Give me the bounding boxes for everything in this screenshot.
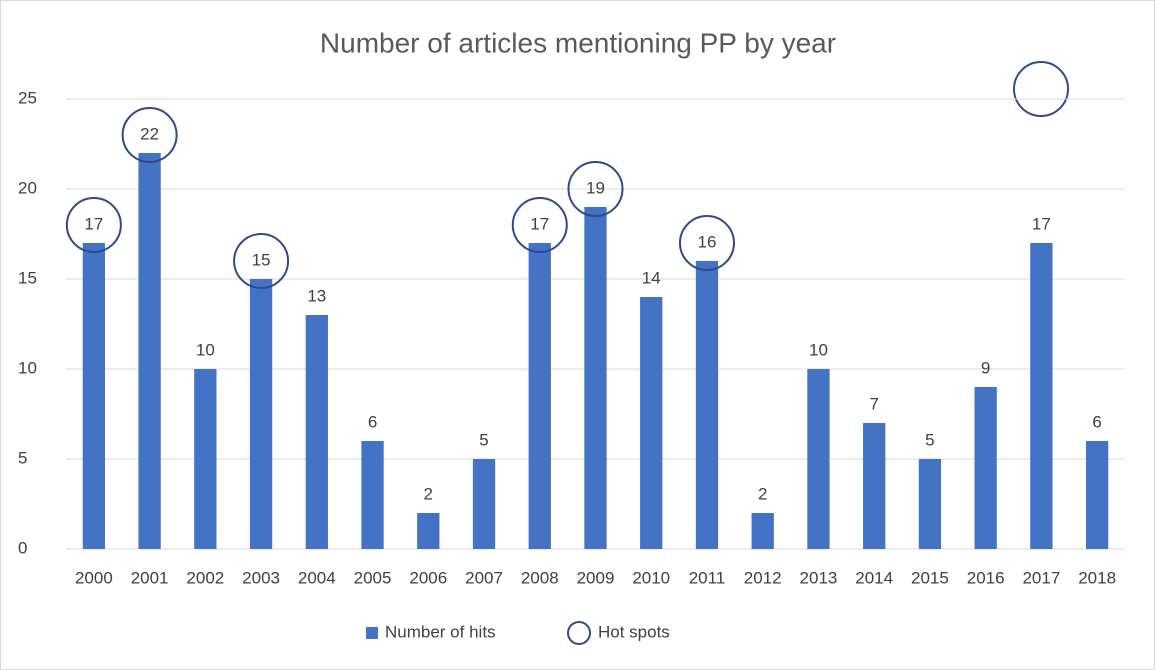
x-tick-label: 2005 xyxy=(354,568,392,587)
x-tick-label: 2015 xyxy=(911,568,949,587)
bar xyxy=(138,153,161,549)
data-label: 2 xyxy=(758,484,767,503)
y-tick-label: 15 xyxy=(18,268,37,287)
data-label: 19 xyxy=(586,178,605,197)
y-tick-label: 25 xyxy=(18,88,37,107)
bar xyxy=(1085,441,1109,549)
x-tick-label: 2014 xyxy=(855,568,893,587)
decorative-circle xyxy=(1013,61,1069,117)
data-label: 17 xyxy=(84,214,103,233)
hot-spot xyxy=(567,161,624,217)
x-tick-label: 2013 xyxy=(800,568,838,587)
x-tick-label: 2016 xyxy=(967,568,1005,587)
legend-swatch xyxy=(567,621,591,645)
bar xyxy=(194,369,217,549)
bar xyxy=(528,243,551,549)
data-label: 17 xyxy=(1032,214,1051,233)
data-label: 15 xyxy=(252,250,271,269)
data-label: 13 xyxy=(307,286,326,305)
bar xyxy=(695,261,719,549)
x-tick-label: 2010 xyxy=(632,568,670,587)
y-tick-label: 5 xyxy=(18,448,27,467)
bar xyxy=(974,387,997,549)
x-tick-label: 2006 xyxy=(409,568,447,587)
y-tick-label: 20 xyxy=(18,178,37,197)
bar xyxy=(918,459,942,549)
y-tick-label: 0 xyxy=(18,538,27,557)
x-tick-label: 2007 xyxy=(465,568,503,587)
x-tick-label: 2009 xyxy=(577,568,615,587)
data-label: 22 xyxy=(140,124,159,143)
x-tick-label: 2011 xyxy=(689,568,726,587)
data-label: 7 xyxy=(869,394,878,413)
legend-label: Hot spots xyxy=(598,622,670,641)
bar xyxy=(584,207,607,549)
x-tick-label: 2018 xyxy=(1078,568,1116,587)
hot-spot xyxy=(678,215,735,271)
hot-spot xyxy=(121,107,178,163)
data-label: 2 xyxy=(424,484,433,503)
bar xyxy=(751,513,774,549)
hot-spot xyxy=(65,197,122,253)
data-label: 14 xyxy=(642,268,661,287)
data-label: 17 xyxy=(530,214,549,233)
legend-swatch xyxy=(366,627,378,639)
chart-title: Number of articles mentioning PP by year xyxy=(320,27,836,58)
x-tick-label: 2000 xyxy=(75,568,113,587)
data-label: 5 xyxy=(479,430,488,449)
data-label: 10 xyxy=(196,340,215,359)
bar xyxy=(807,369,830,549)
data-label: 6 xyxy=(368,412,377,431)
x-tick-label: 2004 xyxy=(298,568,336,587)
data-label: 16 xyxy=(698,232,717,251)
bar xyxy=(417,513,440,549)
hot-spot xyxy=(511,197,568,253)
x-tick-label: 2017 xyxy=(1022,568,1060,587)
bar xyxy=(249,279,273,549)
bar xyxy=(361,441,384,549)
bar xyxy=(1030,243,1053,549)
bar xyxy=(82,243,106,549)
bar xyxy=(640,297,663,549)
x-tick-label: 2002 xyxy=(186,568,224,587)
bar xyxy=(863,423,886,549)
bar xyxy=(305,315,328,549)
x-tick-label: 2001 xyxy=(131,568,169,587)
data-label: 10 xyxy=(809,340,828,359)
x-tick-label: 2012 xyxy=(744,568,782,587)
x-tick-label: 2003 xyxy=(242,568,280,587)
legend-label: Number of hits xyxy=(385,622,496,641)
bar xyxy=(472,459,496,549)
y-tick-label: 10 xyxy=(18,358,37,377)
data-label: 5 xyxy=(925,430,934,449)
hot-spot xyxy=(233,233,290,289)
data-label: 6 xyxy=(1092,412,1101,431)
x-tick-label: 2008 xyxy=(521,568,559,587)
data-label: 9 xyxy=(981,358,990,377)
